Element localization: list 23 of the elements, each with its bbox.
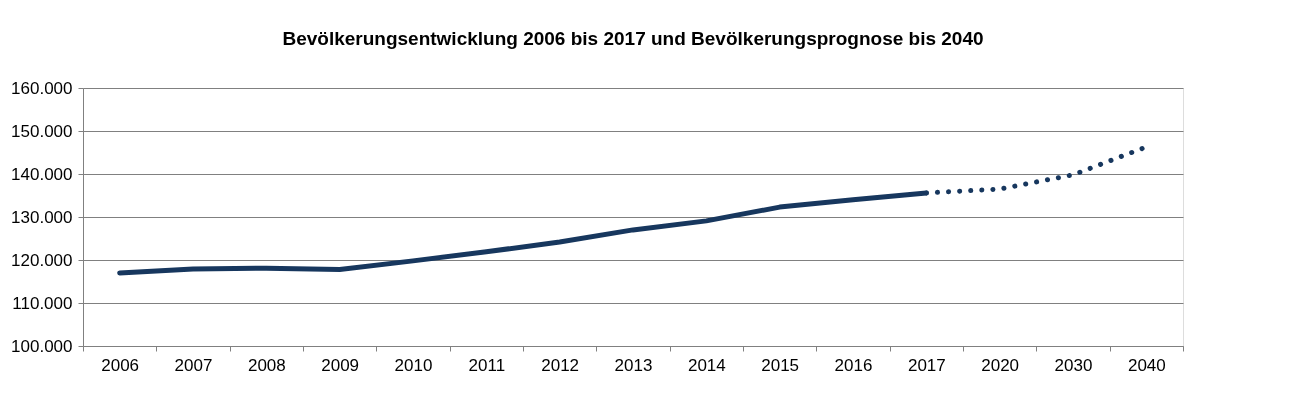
y-tick-label: 140.000 — [11, 164, 73, 184]
x-tick-label: 2016 — [834, 355, 873, 375]
x-tick-label: 2014 — [687, 355, 726, 375]
x-tick-label: 2010 — [394, 355, 433, 375]
x-tick-label: 2006 — [101, 355, 140, 375]
x-tick-label: 2009 — [321, 355, 360, 375]
y-tick-label: 130.000 — [11, 207, 73, 227]
y-tick-label: 120.000 — [11, 250, 73, 270]
y-tick-label: 110.000 — [12, 293, 73, 313]
x-tick-label: 2017 — [907, 355, 946, 375]
x-tick-label: 2008 — [247, 355, 286, 375]
x-tick-label: 2013 — [614, 355, 653, 375]
x-tick-label: 2012 — [541, 355, 580, 375]
x-tick-label: 2030 — [1054, 355, 1093, 375]
x-tick-label: 2040 — [1127, 355, 1166, 375]
x-tick-label: 2007 — [174, 355, 213, 375]
y-tick-label: 160.000 — [11, 78, 73, 98]
x-tick-label: 2020 — [981, 355, 1020, 375]
x-tick-label: 2015 — [761, 355, 800, 375]
chart-title: Bevölkerungsentwicklung 2006 bis 2017 und Bevölkerungsprognose bis 2040 — [282, 28, 984, 49]
y-tick-label: 100.000 — [11, 336, 73, 356]
x-tick-label: 2011 — [468, 355, 506, 375]
y-tick-label: 150.000 — [11, 121, 73, 141]
